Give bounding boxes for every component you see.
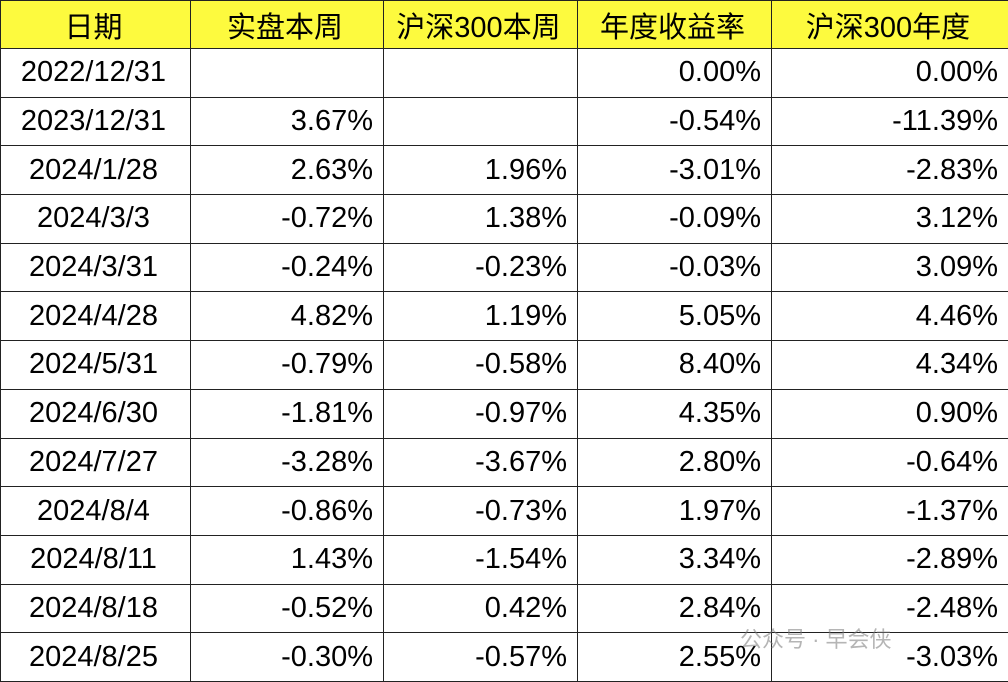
- value-cell: 5.05%: [577, 291, 772, 342]
- table-row: 2024/8/4 -0.86% -0.73% 1.97% -1.37%: [0, 486, 1008, 536]
- table-row: 2024/3/31 -0.24% -0.23% -0.03% 3.09%: [0, 242, 1008, 293]
- date-cell: 2024/3/3: [0, 194, 191, 244]
- value-cell: -0.52%: [190, 583, 384, 634]
- value-cell: -1.37%: [771, 486, 1008, 536]
- header-cell: 沪深300本周: [383, 0, 578, 49]
- header-cell: 日期: [0, 0, 191, 49]
- value-cell: -0.03%: [577, 242, 772, 293]
- value-cell: -3.67%: [383, 437, 578, 488]
- header-cell: 年度收益率: [577, 0, 772, 49]
- value-cell: -0.24%: [190, 242, 384, 293]
- value-cell: 2.55%: [577, 632, 772, 682]
- value-cell: 2.84%: [577, 583, 772, 634]
- date-cell: 2023/12/31: [0, 96, 191, 147]
- value-cell: -3.03%: [771, 632, 1008, 682]
- table-row: 2023/12/31 3.67% -0.54% -11.39%: [0, 96, 1008, 147]
- table-row: 2024/4/28 4.82% 1.19% 5.05% 4.46%: [0, 291, 1008, 342]
- value-cell: 0.00%: [771, 48, 1008, 98]
- value-cell: 2.80%: [577, 437, 772, 488]
- date-cell: 2022/12/31: [0, 48, 191, 98]
- value-cell: -1.54%: [383, 534, 578, 585]
- value-cell: 4.46%: [771, 291, 1008, 342]
- date-cell: 2024/3/31: [0, 242, 191, 293]
- date-cell: 2024/4/28: [0, 291, 191, 342]
- value-cell: -3.28%: [190, 437, 384, 488]
- value-cell: 4.82%: [190, 291, 384, 342]
- table-row: 2024/8/25 -0.30% -0.57% 2.55% -3.03%: [0, 632, 1008, 682]
- table-row: 2024/7/27 -3.28% -3.67% 2.80% -0.64%: [0, 437, 1008, 488]
- header-cell: 实盘本周: [190, 0, 384, 49]
- date-cell: 2024/1/28: [0, 145, 191, 196]
- value-cell: -0.57%: [383, 632, 578, 682]
- date-cell: 2024/8/25: [0, 632, 191, 682]
- value-cell: 3.34%: [577, 534, 772, 585]
- value-cell: -0.79%: [190, 340, 384, 390]
- value-cell: 0.42%: [383, 583, 578, 634]
- value-cell: [190, 48, 384, 98]
- value-cell: 0.00%: [577, 48, 772, 98]
- value-cell: -0.23%: [383, 242, 578, 293]
- value-cell: -0.72%: [190, 194, 384, 244]
- date-cell: 2024/6/30: [0, 388, 191, 439]
- value-cell: -3.01%: [577, 145, 772, 196]
- table-row: 2024/8/11 1.43% -1.54% 3.34% -2.89%: [0, 534, 1008, 585]
- value-cell: 3.67%: [190, 96, 384, 147]
- value-cell: -0.09%: [577, 194, 772, 244]
- table-body: 2022/12/31 0.00% 0.00% 2023/12/31 3.67% -0.54…: [0, 48, 1008, 682]
- value-cell: 8.40%: [577, 340, 772, 390]
- value-cell: [383, 48, 578, 98]
- value-cell: 1.38%: [383, 194, 578, 244]
- value-cell: -2.83%: [771, 145, 1008, 196]
- value-cell: 2.63%: [190, 145, 384, 196]
- header-row: 日期 实盘本周 沪深300本周 年度收益率 沪深300年度: [0, 0, 1008, 49]
- value-cell: -0.73%: [383, 486, 578, 536]
- value-cell: -0.58%: [383, 340, 578, 390]
- date-cell: 2024/7/27: [0, 437, 191, 488]
- table-row: 2024/8/18 -0.52% 0.42% 2.84% -2.48%: [0, 583, 1008, 634]
- value-cell: -0.86%: [190, 486, 384, 536]
- value-cell: -0.54%: [577, 96, 772, 147]
- value-cell: -0.97%: [383, 388, 578, 439]
- table-row: 2024/6/30 -1.81% -0.97% 4.35% 0.90%: [0, 388, 1008, 439]
- date-cell: 2024/8/4: [0, 486, 191, 536]
- value-cell: 3.12%: [771, 194, 1008, 244]
- date-cell: 2024/5/31: [0, 340, 191, 390]
- value-cell: -2.48%: [771, 583, 1008, 634]
- value-cell: 3.09%: [771, 242, 1008, 293]
- table-row: 2024/5/31 -0.79% -0.58% 8.40% 4.34%: [0, 340, 1008, 390]
- value-cell: -2.89%: [771, 534, 1008, 585]
- value-cell: 1.19%: [383, 291, 578, 342]
- date-cell: 2024/8/11: [0, 534, 191, 585]
- value-cell: 4.35%: [577, 388, 772, 439]
- value-cell: -1.81%: [190, 388, 384, 439]
- table-row: 2024/1/28 2.63% 1.96% -3.01% -2.83%: [0, 145, 1008, 196]
- value-cell: -0.64%: [771, 437, 1008, 488]
- value-cell: 4.34%: [771, 340, 1008, 390]
- value-cell: 1.97%: [577, 486, 772, 536]
- value-cell: [383, 96, 578, 147]
- header-cell: 沪深300年度: [771, 0, 1008, 49]
- value-cell: 0.90%: [771, 388, 1008, 439]
- date-cell: 2024/8/18: [0, 583, 191, 634]
- table-row: 2024/3/3 -0.72% 1.38% -0.09% 3.12%: [0, 194, 1008, 244]
- value-cell: -0.30%: [190, 632, 384, 682]
- value-cell: -11.39%: [771, 96, 1008, 147]
- value-cell: 1.96%: [383, 145, 578, 196]
- value-cell: 1.43%: [190, 534, 384, 585]
- table-row: 2022/12/31 0.00% 0.00%: [0, 48, 1008, 98]
